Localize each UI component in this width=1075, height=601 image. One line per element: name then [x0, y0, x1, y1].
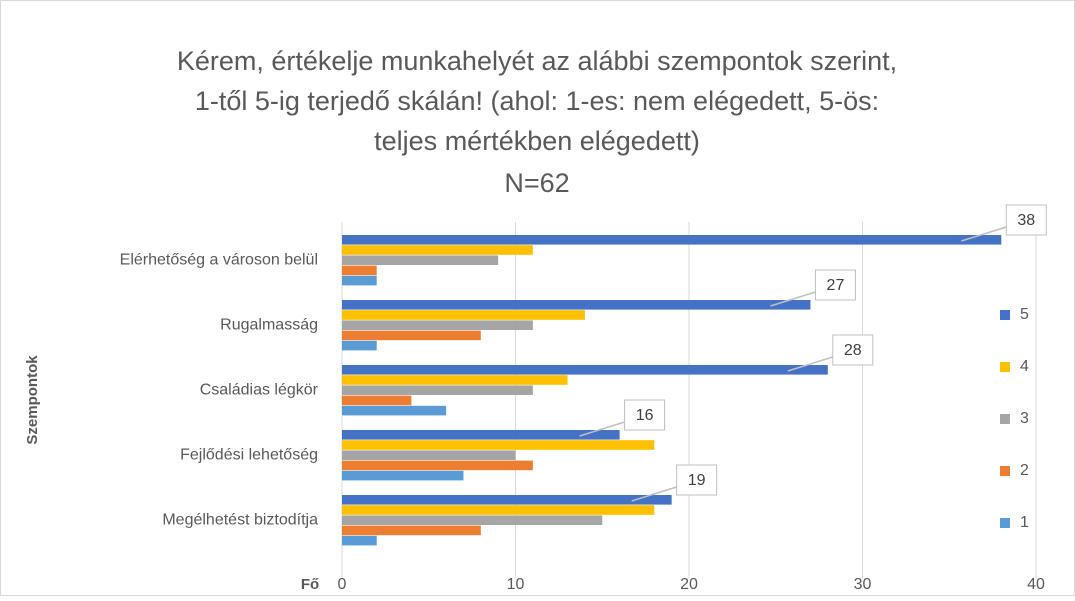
label-box [1005, 204, 1047, 236]
chart-subtitle: N=62 [504, 168, 569, 198]
chart-title: teljes mértékben elégedett) [374, 126, 700, 156]
bar [342, 340, 377, 351]
y-tick-label: Családias légkör [200, 382, 319, 399]
x-tick-label: 40 [1027, 576, 1045, 593]
y-tick-label: Fejlődési lehetőség [180, 447, 318, 464]
label-box [814, 269, 856, 301]
chart-title: 1-től 5-ig terjedő skálán! (ahol: 1-es: … [195, 86, 879, 116]
bar [342, 320, 533, 330]
y-axis-title: Szempontok [24, 355, 41, 445]
bar [342, 255, 499, 265]
x-tick-label: 0 [338, 576, 347, 593]
legend-label: 2 [1020, 462, 1029, 479]
bar [342, 460, 533, 471]
label-leader [579, 421, 625, 437]
legend-swatch [1000, 310, 1010, 320]
bar [342, 265, 377, 276]
bar [342, 495, 672, 505]
bar [342, 310, 585, 320]
label-leader [787, 356, 834, 372]
label-box [624, 399, 666, 431]
legend-label: 4 [1020, 358, 1029, 375]
data-label: 16 [636, 407, 654, 424]
bar [342, 440, 655, 450]
legend-label: 5 [1020, 306, 1029, 323]
y-tick-label: Megélhetést biztodítja [162, 512, 318, 529]
bar [342, 395, 412, 406]
legend-swatch [1000, 414, 1010, 424]
data-label: 28 [844, 342, 862, 359]
bar [342, 505, 655, 515]
label-box [676, 464, 718, 496]
data-label: 19 [688, 472, 706, 489]
bar [342, 535, 377, 546]
bar [342, 275, 377, 286]
label-leader [631, 486, 677, 502]
bar [342, 365, 828, 375]
label-leader [770, 291, 816, 307]
bar [342, 375, 568, 385]
bar [342, 525, 481, 536]
bar [342, 245, 533, 255]
bar [342, 330, 481, 341]
x-axis-title: Fő [301, 576, 319, 593]
legend-swatch [1000, 518, 1010, 528]
y-tick-label: Rugalmasság [220, 317, 318, 334]
bar [342, 470, 464, 481]
x-tick-label: 10 [507, 576, 525, 593]
legend-label: 1 [1020, 514, 1029, 531]
legend-label: 3 [1020, 410, 1029, 427]
bar [342, 300, 811, 310]
data-label: 38 [1017, 212, 1035, 229]
x-tick-label: 20 [680, 576, 698, 593]
chart-title: Kérem, értékelje munkahelyét az alábbi s… [177, 46, 897, 76]
bar [342, 385, 533, 395]
legend-swatch [1000, 362, 1010, 372]
label-leader [961, 226, 1007, 242]
label-box [832, 334, 874, 366]
y-tick-label: Elérhetőség a városon belül [120, 252, 318, 269]
data-label: 27 [827, 277, 845, 294]
x-tick-label: 30 [854, 576, 872, 593]
bar [342, 405, 447, 416]
legend-swatch [1000, 466, 1010, 476]
bar [342, 430, 620, 440]
bar [342, 235, 1002, 245]
bar [342, 515, 603, 525]
bar [342, 450, 516, 460]
